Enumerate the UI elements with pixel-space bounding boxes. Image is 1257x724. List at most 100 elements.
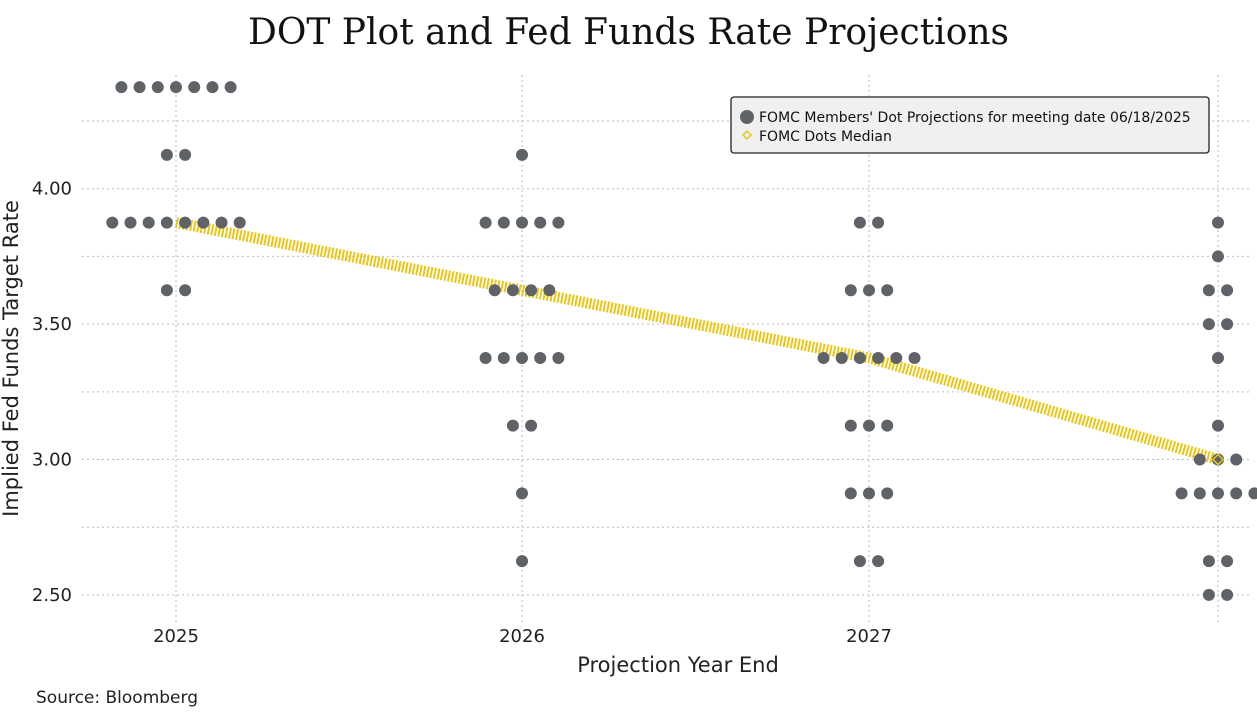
dot-marker bbox=[1221, 318, 1234, 331]
dot-marker bbox=[516, 555, 528, 568]
dot-marker bbox=[1212, 487, 1224, 500]
legend-entry-median: FOMC Dots Median bbox=[759, 129, 892, 145]
dot-marker bbox=[206, 81, 219, 94]
dot-marker bbox=[1212, 250, 1224, 263]
dot-marker bbox=[1230, 487, 1243, 500]
dot-marker bbox=[872, 216, 885, 229]
median-diamond-marker bbox=[1211, 453, 1225, 466]
dot-marker bbox=[525, 419, 538, 432]
dot-marker bbox=[835, 351, 848, 364]
y-tick-label: 2.50 bbox=[32, 585, 72, 606]
dot-marker bbox=[853, 351, 866, 364]
dot-marker bbox=[872, 555, 885, 568]
dot-marker bbox=[142, 216, 155, 229]
grid-lines bbox=[82, 75, 1252, 622]
dot-marker bbox=[233, 216, 246, 229]
dot-marker bbox=[516, 148, 528, 161]
dot-markers bbox=[106, 81, 1257, 601]
dot-marker bbox=[1221, 284, 1234, 297]
dot-marker bbox=[1202, 588, 1215, 601]
x-axis-label: Projection Year End bbox=[577, 653, 779, 677]
dot-marker bbox=[863, 284, 875, 297]
dot-marker bbox=[479, 216, 492, 229]
legend-box bbox=[730, 96, 1210, 154]
source-note: Source: Bloomberg bbox=[36, 688, 198, 708]
x-tick-label: 2027 bbox=[846, 626, 892, 647]
legend-diamond-marker bbox=[741, 129, 753, 141]
y-tick-label: 4.00 bbox=[32, 179, 72, 200]
dot-marker bbox=[124, 216, 137, 229]
dot-marker bbox=[552, 216, 565, 229]
dot-marker bbox=[1193, 453, 1206, 466]
dot-marker bbox=[197, 216, 210, 229]
dot-marker bbox=[215, 216, 228, 229]
legend: FOMC Members' Dot Projections for meetin… bbox=[730, 96, 1210, 154]
dot-marker bbox=[497, 216, 510, 229]
dot-marker bbox=[160, 284, 173, 297]
dot-marker bbox=[534, 351, 547, 364]
chart-title: DOT Plot and Fed Funds Rate Projections bbox=[247, 12, 1010, 53]
dot-marker bbox=[516, 487, 528, 500]
dot-marker bbox=[863, 419, 875, 432]
dot-marker bbox=[1212, 216, 1224, 229]
dot-marker bbox=[133, 81, 146, 94]
dot-marker bbox=[1202, 318, 1215, 331]
dot-marker bbox=[908, 351, 921, 364]
legend-entry-dots: FOMC Members' Dot Projections for meetin… bbox=[759, 110, 1191, 126]
dot-marker bbox=[1221, 588, 1234, 601]
dot-marker bbox=[160, 216, 173, 229]
dot-marker bbox=[863, 487, 875, 500]
dot-marker bbox=[115, 81, 128, 94]
dot-marker bbox=[506, 419, 519, 432]
dot-marker bbox=[853, 555, 866, 568]
dot-marker bbox=[1221, 555, 1234, 568]
dot-marker bbox=[1202, 284, 1215, 297]
dot-marker bbox=[844, 487, 857, 500]
dot-marker bbox=[543, 284, 556, 297]
dot-marker bbox=[506, 284, 519, 297]
dot-marker bbox=[1175, 487, 1188, 500]
y-tick-label: 3.00 bbox=[32, 450, 72, 471]
dot-marker bbox=[179, 284, 192, 297]
dot-marker bbox=[534, 216, 547, 229]
dot-marker bbox=[497, 351, 510, 364]
dot-marker bbox=[516, 351, 528, 364]
dot-marker bbox=[853, 216, 866, 229]
dot-marker bbox=[881, 487, 894, 500]
dot-marker bbox=[881, 419, 894, 432]
y-axis-label: Implied Fed Funds Target Rate bbox=[0, 200, 23, 517]
dot-marker bbox=[1248, 487, 1257, 500]
dot-marker bbox=[1193, 487, 1206, 500]
dot-marker bbox=[1202, 555, 1215, 568]
dot-marker bbox=[1230, 453, 1243, 466]
dot-marker bbox=[1212, 419, 1224, 432]
x-tick-label: 2025 bbox=[153, 626, 199, 647]
median-line bbox=[174, 217, 1220, 465]
dot-marker bbox=[552, 351, 565, 364]
dot-marker bbox=[170, 81, 182, 94]
dot-marker bbox=[817, 351, 830, 364]
y-tick-labels: 2.50 3.00 3.50 4.00 bbox=[32, 179, 72, 606]
dot-marker bbox=[106, 216, 119, 229]
dot-marker bbox=[224, 81, 237, 94]
dot-marker bbox=[479, 351, 492, 364]
dot-marker bbox=[872, 351, 885, 364]
y-tick-label: 3.50 bbox=[32, 314, 72, 335]
dot-marker bbox=[188, 81, 201, 94]
dot-marker bbox=[179, 148, 192, 161]
dot-marker bbox=[844, 419, 857, 432]
x-tick-label: 2026 bbox=[499, 626, 545, 647]
dot-marker bbox=[516, 216, 528, 229]
median-marker-group bbox=[1211, 453, 1225, 466]
dot-marker bbox=[179, 216, 192, 229]
dot-marker bbox=[151, 81, 164, 94]
dot-marker bbox=[160, 148, 173, 161]
dot-marker bbox=[881, 284, 894, 297]
median-line-path bbox=[174, 217, 1220, 465]
dot-marker bbox=[488, 284, 501, 297]
dot-marker bbox=[1212, 351, 1224, 364]
dot-marker bbox=[890, 351, 903, 364]
x-tick-labels: 2025 2026 2027 bbox=[153, 626, 892, 647]
legend-dot-marker bbox=[740, 110, 754, 124]
